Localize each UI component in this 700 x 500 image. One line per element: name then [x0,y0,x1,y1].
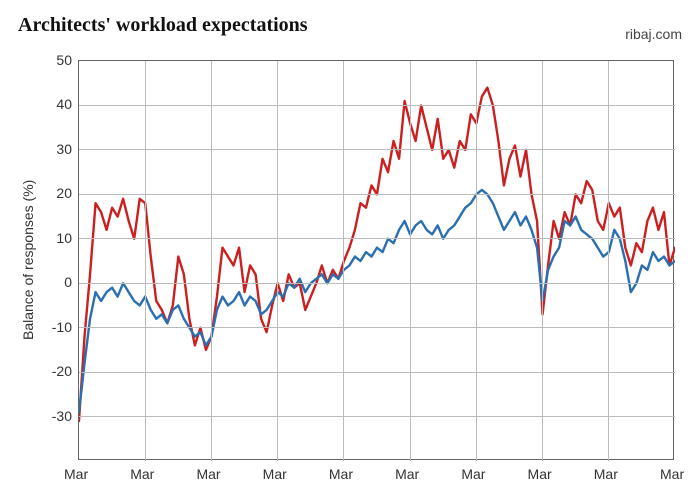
ytick-label: 0 [64,274,72,290]
plot-area [78,60,674,460]
ytick-label: 10 [56,230,72,246]
ytick-label: -30 [52,408,72,424]
gridline-v [542,61,543,461]
xtick-label: Mar [64,466,88,482]
ytick-label: -20 [52,363,72,379]
gridline-h [79,194,675,195]
xtick-label: Mar [528,466,552,482]
chart-source: ribaj.com [625,26,682,42]
gridline-h [79,238,675,239]
ytick-label: 50 [56,52,72,68]
y-axis-label: Balance of responses (%) [20,180,36,340]
ytick-label: 40 [56,96,72,112]
gridline-h [79,372,675,373]
xtick-label: Mar [395,466,419,482]
chart-title: Architects' workload expectations [18,14,308,37]
gridline-v [476,61,477,461]
gridline-h [79,149,675,150]
xtick-label: Mar [461,466,485,482]
ytick-label: 20 [56,185,72,201]
line-series-svg [79,61,675,461]
gridline-v [145,61,146,461]
gridline-v [343,61,344,461]
gridline-h [79,283,675,284]
gridline-v [211,61,212,461]
line-series-b [79,190,675,412]
gridline-v [410,61,411,461]
xtick-label: Mar [329,466,353,482]
gridline-h [79,327,675,328]
ytick-label: -10 [52,319,72,335]
xtick-label: Mar [130,466,154,482]
xtick-label: Mar [263,466,287,482]
gridline-h [79,105,675,106]
xtick-label: Mar [196,466,220,482]
chart-container: Architects' workload expectations ribaj.… [0,0,700,500]
gridline-v [277,61,278,461]
xtick-label: Mar [594,466,618,482]
xtick-label: Mar [660,466,684,482]
gridline-h [79,416,675,417]
gridline-v [608,61,609,461]
ytick-label: 30 [56,141,72,157]
